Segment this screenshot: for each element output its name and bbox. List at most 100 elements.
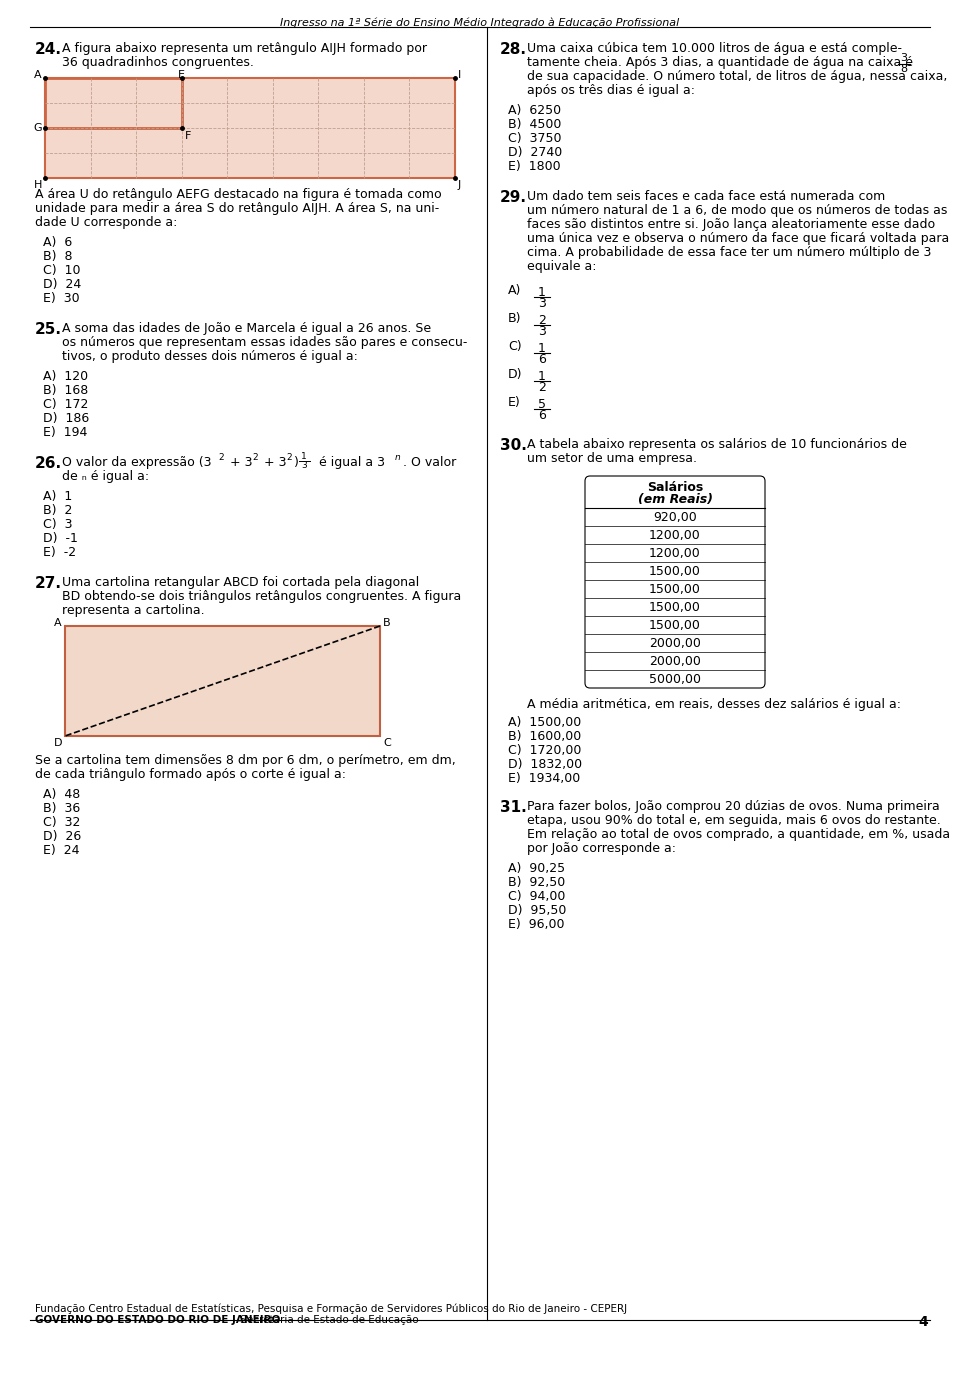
Text: 1200,00: 1200,00 — [649, 529, 701, 542]
Text: 1500,00: 1500,00 — [649, 601, 701, 614]
Text: 28.: 28. — [500, 42, 527, 57]
Text: 1500,00: 1500,00 — [649, 565, 701, 578]
Text: 6: 6 — [538, 353, 546, 366]
Text: 1: 1 — [301, 452, 307, 461]
Text: 1200,00: 1200,00 — [649, 547, 701, 560]
Text: C)  94,00: C) 94,00 — [508, 891, 565, 903]
Text: 1: 1 — [538, 285, 546, 299]
Text: A): A) — [508, 284, 521, 296]
Text: A soma das idades de João e Marcela é igual a 26 anos. Se: A soma das idades de João e Marcela é ig… — [62, 321, 431, 335]
Text: unidade para medir a área S do retângulo AIJH. A área S, na uni-: unidade para medir a área S do retângulo… — [35, 202, 440, 215]
Text: B)  92,50: B) 92,50 — [508, 875, 565, 889]
Text: 6: 6 — [538, 409, 546, 422]
Text: um número natural de 1 a 6, de modo que os números de todas as: um número natural de 1 a 6, de modo que … — [527, 204, 948, 217]
Polygon shape — [65, 626, 380, 735]
Text: E)  194: E) 194 — [43, 427, 87, 439]
Text: 2: 2 — [252, 453, 257, 463]
Text: C)  172: C) 172 — [43, 397, 88, 411]
Text: representa a cartolina.: representa a cartolina. — [62, 604, 204, 616]
Text: de cada triângulo formado após o corte é igual a:: de cada triângulo formado após o corte é… — [35, 769, 346, 781]
Text: B)  4500: B) 4500 — [508, 118, 562, 132]
Text: . O valor: . O valor — [403, 456, 456, 470]
Text: 1: 1 — [538, 370, 546, 384]
Text: 3: 3 — [900, 53, 907, 62]
Text: A)  120: A) 120 — [43, 370, 88, 384]
Text: faces são distintos entre si. João lança aleatoriamente esse dado: faces são distintos entre si. João lança… — [527, 217, 935, 231]
Text: A)  6250: A) 6250 — [508, 104, 562, 116]
Text: 30.: 30. — [500, 438, 527, 453]
Text: etapa, usou 90% do total e, em seguida, mais 6 ovos do restante.: etapa, usou 90% do total e, em seguida, … — [527, 814, 941, 827]
Text: 5000,00: 5000,00 — [649, 673, 701, 686]
Text: D)  95,50: D) 95,50 — [508, 904, 566, 917]
Text: Uma cartolina retangular ABCD foi cortada pela diagonal: Uma cartolina retangular ABCD foi cortad… — [62, 576, 420, 589]
Text: 31.: 31. — [500, 801, 527, 814]
Text: 1: 1 — [538, 342, 546, 355]
Text: equivale a:: equivale a: — [527, 260, 596, 273]
Text: 2000,00: 2000,00 — [649, 655, 701, 668]
Text: D)  186: D) 186 — [43, 411, 89, 425]
Text: B)  1600,00: B) 1600,00 — [508, 730, 581, 742]
Text: O valor da expressão (3: O valor da expressão (3 — [62, 456, 211, 470]
Text: 3: 3 — [538, 325, 546, 338]
Text: D)  2740: D) 2740 — [508, 145, 563, 159]
Text: A)  90,25: A) 90,25 — [508, 861, 565, 875]
Text: Em relação ao total de ovos comprado, a quantidade, em %, usada: Em relação ao total de ovos comprado, a … — [527, 828, 950, 841]
Text: A média aritmética, em reais, desses dez salários é igual a:: A média aritmética, em reais, desses dez… — [527, 698, 901, 711]
Text: Para fazer bolos, João comprou 20 dúzias de ovos. Numa primeira: Para fazer bolos, João comprou 20 dúzias… — [527, 801, 940, 813]
Text: H: H — [34, 180, 42, 190]
Text: Ingresso na 1ª Série do Ensino Médio Integrado à Educação Profissional: Ingresso na 1ª Série do Ensino Médio Int… — [280, 18, 680, 29]
Text: A: A — [35, 71, 42, 80]
Text: Um dado tem seis faces e cada face está numerada com: Um dado tem seis faces e cada face está … — [527, 190, 885, 204]
Text: 8: 8 — [900, 64, 907, 73]
Text: 1500,00: 1500,00 — [649, 583, 701, 596]
Text: I: I — [458, 71, 461, 80]
Text: C)  3: C) 3 — [43, 518, 73, 530]
Text: D)  26: D) 26 — [43, 830, 82, 843]
Text: C)  3750: C) 3750 — [508, 132, 562, 145]
Text: 25.: 25. — [35, 321, 62, 337]
Text: 2: 2 — [286, 453, 292, 463]
Text: Fundação Centro Estadual de Estatísticas, Pesquisa e Formação de Servidores Públ: Fundação Centro Estadual de Estatísticas… — [35, 1303, 627, 1313]
Text: 2: 2 — [218, 453, 224, 463]
Text: de ₙ é igual a:: de ₙ é igual a: — [62, 470, 149, 483]
Text: 26.: 26. — [35, 456, 62, 471]
Text: n: n — [395, 453, 400, 463]
Text: 2000,00: 2000,00 — [649, 637, 701, 650]
Text: C): C) — [508, 339, 521, 353]
Text: D)  1832,00: D) 1832,00 — [508, 758, 582, 771]
Text: Se a cartolina tem dimensões 8 dm por 6 dm, o perímetro, em dm,: Se a cartolina tem dimensões 8 dm por 6 … — [35, 753, 456, 767]
Text: 5: 5 — [538, 397, 546, 411]
Text: tivos, o produto desses dois números é igual a:: tivos, o produto desses dois números é i… — [62, 350, 358, 363]
Text: C)  1720,00: C) 1720,00 — [508, 744, 582, 758]
Text: B)  8: B) 8 — [43, 251, 73, 263]
Text: + 3: + 3 — [226, 456, 252, 470]
Text: 3: 3 — [301, 461, 307, 470]
Text: C)  10: C) 10 — [43, 265, 81, 277]
Text: G: G — [34, 123, 42, 133]
Text: E: E — [179, 71, 185, 80]
Text: A)  48: A) 48 — [43, 788, 81, 801]
Text: E)  96,00: E) 96,00 — [508, 918, 564, 931]
Text: E)  30: E) 30 — [43, 292, 80, 305]
Text: C)  32: C) 32 — [43, 816, 81, 830]
Text: A)  1500,00: A) 1500,00 — [508, 716, 581, 729]
Text: E)  -2: E) -2 — [43, 546, 76, 560]
Text: 27.: 27. — [35, 576, 62, 591]
Text: J: J — [458, 180, 461, 190]
Text: Uma caixa cúbica tem 10.000 litros de água e está comple-: Uma caixa cúbica tem 10.000 litros de ág… — [527, 42, 902, 55]
Text: E): E) — [508, 396, 520, 409]
Text: 36 quadradinhos congruentes.: 36 quadradinhos congruentes. — [62, 55, 253, 69]
Text: A figura abaixo representa um retângulo AIJH formado por: A figura abaixo representa um retângulo … — [62, 42, 427, 55]
Text: 4: 4 — [919, 1314, 928, 1330]
Text: dade U corresponde a:: dade U corresponde a: — [35, 216, 178, 229]
Text: de sua capacidade. O número total, de litros de água, nessa caixa,: de sua capacidade. O número total, de li… — [527, 71, 948, 83]
Text: D)  -1: D) -1 — [43, 532, 78, 546]
Text: A área U do retângulo AEFG destacado na figura é tomada como: A área U do retângulo AEFG destacado na … — [35, 188, 442, 201]
Text: D)  24: D) 24 — [43, 278, 82, 291]
Text: A)  1: A) 1 — [43, 490, 72, 503]
Text: 2: 2 — [538, 381, 546, 393]
FancyBboxPatch shape — [585, 476, 765, 688]
Text: 1500,00: 1500,00 — [649, 619, 701, 632]
Text: 3: 3 — [538, 296, 546, 310]
Text: D: D — [54, 738, 62, 748]
